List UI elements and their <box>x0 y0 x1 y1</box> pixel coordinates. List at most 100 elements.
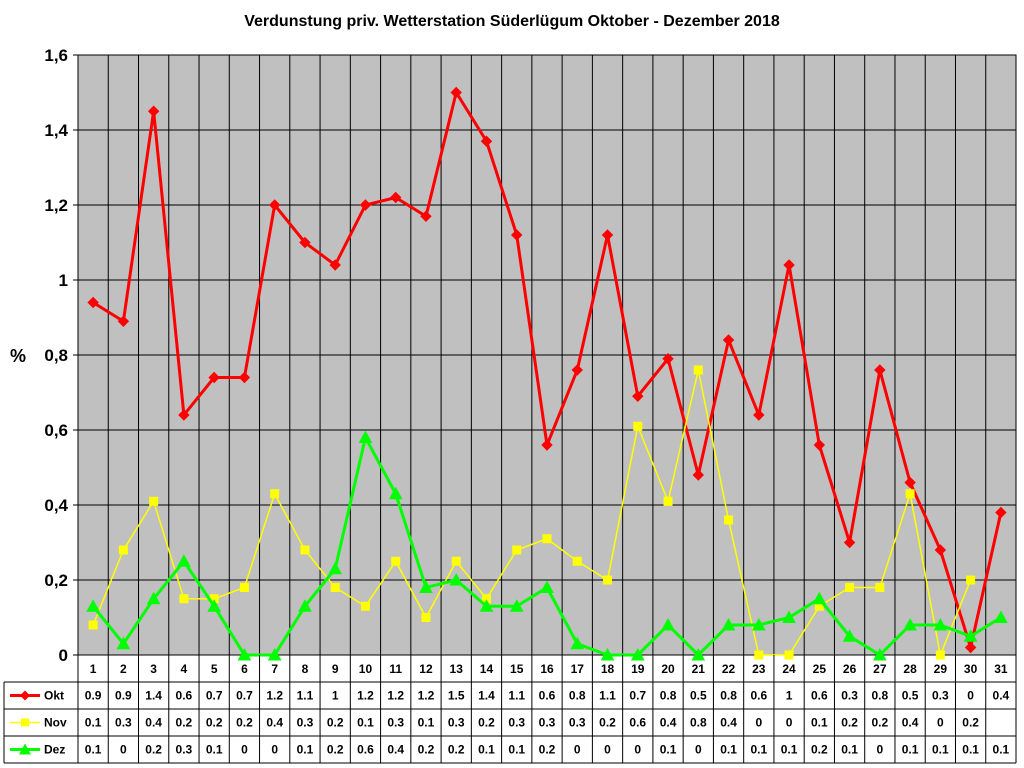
table-cell-okt: 0.5 <box>902 689 919 703</box>
table-cell-nov: 0.1 <box>811 716 828 730</box>
y-tick-label: 1 <box>59 271 68 290</box>
point-okt <box>541 439 553 451</box>
point-nov <box>391 556 401 566</box>
table-cell-dez: 0 <box>574 743 581 757</box>
point-dez <box>751 617 766 631</box>
point-nov <box>118 545 128 555</box>
table-cell-nov: 0.2 <box>236 716 253 730</box>
point-nov <box>542 534 552 544</box>
x-category-label: 9 <box>332 662 339 676</box>
x-category-label: 2 <box>120 662 127 676</box>
table-cell-nov: 0.3 <box>448 716 465 730</box>
point-dez <box>782 610 796 623</box>
table-cell-dez: 0 <box>634 743 641 757</box>
point-nov <box>603 575 613 585</box>
x-category-label: 30 <box>964 662 978 676</box>
point-okt <box>904 476 916 489</box>
x-category-label: 7 <box>271 662 278 676</box>
x-category-label: 22 <box>722 662 736 676</box>
table-cell-dez: 0.1 <box>781 743 798 757</box>
point-dez <box>540 580 554 593</box>
table-cell-nov: 0.2 <box>841 716 858 730</box>
table-cell-dez: 0.2 <box>418 743 435 757</box>
table-cell-nov: 0.4 <box>660 716 677 730</box>
point-dez <box>661 617 675 631</box>
point-nov <box>512 545 522 555</box>
point-nov <box>724 515 734 525</box>
point-nov <box>239 583 249 592</box>
point-dez <box>449 572 464 586</box>
point-nov <box>784 650 794 660</box>
point-nov <box>88 620 98 630</box>
y-tick-label: 0,2 <box>44 571 68 590</box>
point-okt <box>722 334 735 346</box>
table-cell-okt: 1.2 <box>266 689 283 703</box>
point-dez <box>86 599 100 612</box>
point-nov <box>179 594 189 604</box>
table-cell-nov: 0.3 <box>387 716 404 730</box>
table-cell-nov: 0.2 <box>599 716 616 730</box>
point-nov <box>966 575 976 585</box>
table-cell-okt: 1.1 <box>599 689 616 703</box>
table-cell-nov: 0.2 <box>871 716 888 730</box>
table-cell-okt: 0.9 <box>115 689 132 703</box>
x-category-label: 3 <box>150 662 157 676</box>
table-cell-okt: 1.2 <box>387 689 404 703</box>
point-dez <box>237 647 252 661</box>
point-okt <box>208 371 220 384</box>
table-cell-dez: 0 <box>271 743 278 757</box>
point-dez <box>600 647 615 661</box>
point-dez <box>146 591 161 605</box>
table-cell-dez: 0.2 <box>448 743 465 757</box>
table-cell-nov: 0.2 <box>962 716 979 730</box>
y-tick-label: 0,4 <box>44 496 68 515</box>
x-category-label: 14 <box>480 662 494 676</box>
point-okt <box>480 135 493 147</box>
point-nov <box>572 556 582 566</box>
point-nov <box>149 496 159 506</box>
table-cell-dez: 0.1 <box>993 743 1010 757</box>
table-cell-nov: 0.4 <box>145 716 162 730</box>
x-category-label: 16 <box>540 662 554 676</box>
table-cell-okt: 0.8 <box>660 689 677 703</box>
point-okt <box>662 353 674 365</box>
x-category-label: 18 <box>601 662 615 676</box>
table-cell-dez: 0.1 <box>297 743 314 757</box>
y-tick-label: 0 <box>59 646 68 665</box>
point-okt <box>238 371 251 384</box>
y-tick-label: 1,4 <box>44 121 68 140</box>
point-okt <box>268 199 281 211</box>
point-dez <box>630 647 645 661</box>
point-okt <box>359 199 372 211</box>
point-nov <box>845 583 855 592</box>
table-cell-okt: 1.4 <box>478 689 495 703</box>
x-category-label: 21 <box>692 662 706 676</box>
table-cell-okt: 1.5 <box>448 689 465 703</box>
point-dez <box>116 636 131 650</box>
x-category-label: 24 <box>782 662 796 676</box>
point-dez <box>267 647 282 661</box>
table-cell-dez: 0.1 <box>962 743 979 757</box>
point-dez <box>903 617 917 631</box>
table-cell-okt: 0.8 <box>569 689 586 703</box>
x-category-label: 25 <box>813 662 827 676</box>
table-cell-dez: 0.6 <box>357 743 374 757</box>
y-tick-label: 0,6 <box>44 421 68 440</box>
table-cell-dez: 0.1 <box>720 743 737 757</box>
point-nov <box>421 613 431 622</box>
legend-label-dez: Dez <box>44 743 65 757</box>
table-cell-dez: 0.1 <box>508 743 525 757</box>
table-cell-nov: 0.2 <box>206 716 223 730</box>
table-cell-nov: 0.4 <box>720 716 737 730</box>
point-okt <box>632 390 644 402</box>
table-cell-dez: 0.4 <box>387 743 404 757</box>
point-okt <box>299 236 311 249</box>
point-dez <box>358 430 373 443</box>
point-okt <box>147 105 160 117</box>
point-nov <box>360 601 370 611</box>
table-cell-okt: 1.2 <box>418 689 435 703</box>
x-category-label: 27 <box>873 662 887 676</box>
table-cell-okt: 0.6 <box>539 689 556 703</box>
table-cell-nov: 0.3 <box>539 716 556 730</box>
